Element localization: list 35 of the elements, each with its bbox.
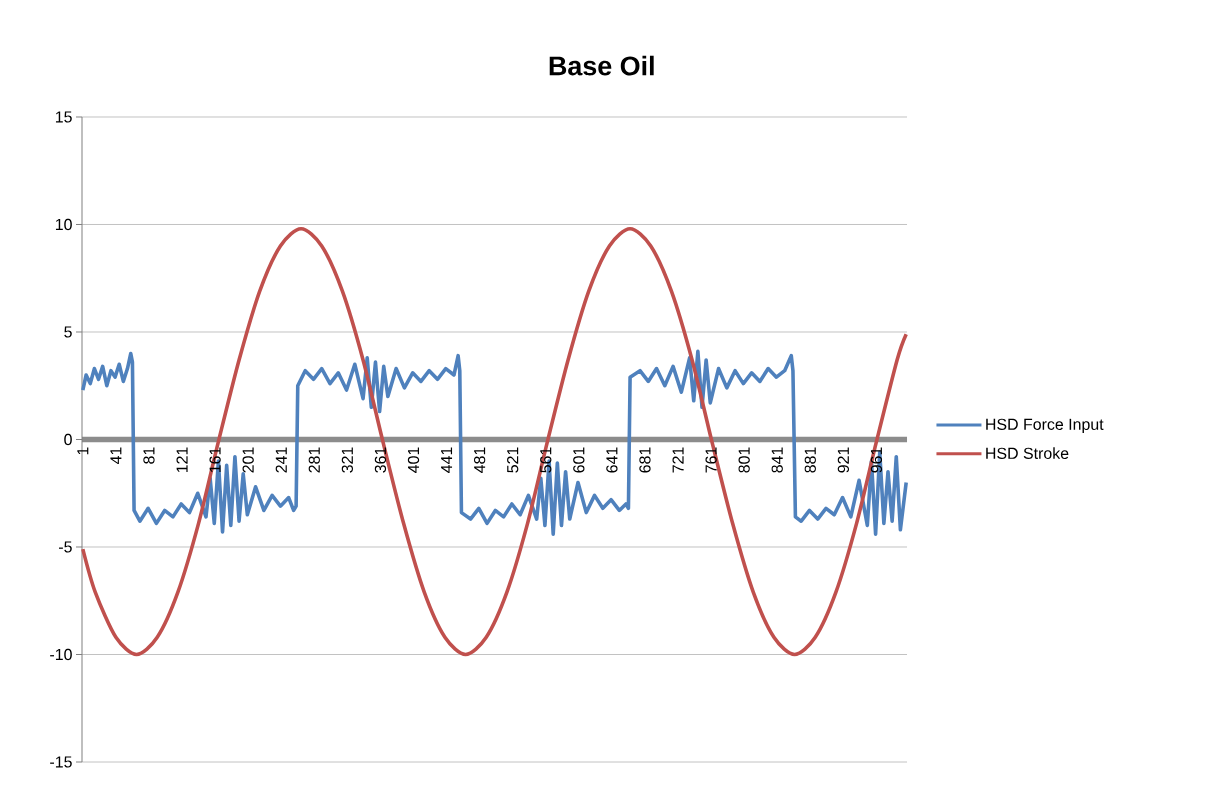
- x-tick-label: 681: [639, 447, 651, 473]
- x-tick-label: 881: [804, 447, 816, 473]
- x-tick-label: 401: [407, 447, 420, 473]
- x-tick-label: 81: [143, 447, 155, 464]
- y-tick-label: -10: [50, 648, 72, 661]
- y-tick-label: 15: [55, 111, 72, 123]
- x-tick-label: 321: [341, 447, 353, 473]
- x-tick-label: 281: [308, 447, 320, 473]
- y-tick-label: 5: [64, 326, 72, 338]
- x-tick-label: 161: [209, 447, 221, 473]
- x-tick-label: 361: [374, 447, 387, 473]
- x-tick-label: 41: [110, 447, 122, 465]
- y-tick-label: 10: [55, 218, 72, 231]
- x-tick-label: 521: [507, 447, 519, 473]
- x-tick-label: 561: [540, 447, 552, 473]
- x-tick-label: 601: [573, 447, 585, 473]
- x-tick-label: 721: [672, 447, 684, 473]
- x-tick-label: 441: [441, 447, 453, 473]
- x-tick-label: 761: [705, 447, 717, 473]
- x-tick-label: 801: [738, 447, 750, 473]
- x-tick-label: 481: [473, 447, 486, 473]
- x-tick-label: 841: [771, 447, 783, 473]
- x-tick-label: 961: [870, 447, 883, 473]
- legend-label: HSD Stroke: [986, 447, 1069, 459]
- x-tick-label: 201: [242, 447, 254, 473]
- x-tick-label: 641: [606, 447, 618, 473]
- y-tick-label: 0: [64, 433, 72, 446]
- y-tick-label: -5: [59, 541, 72, 553]
- chart-title: Base Oil: [549, 55, 654, 76]
- x-tick-label: 921: [837, 447, 850, 473]
- x-tick-label: 121: [176, 447, 188, 473]
- x-tick-label: 241: [275, 447, 287, 473]
- legend-label: HSD Force Input: [986, 418, 1104, 434]
- x-tick-label: 1: [77, 447, 89, 455]
- y-tick-label: -15: [50, 756, 72, 768]
